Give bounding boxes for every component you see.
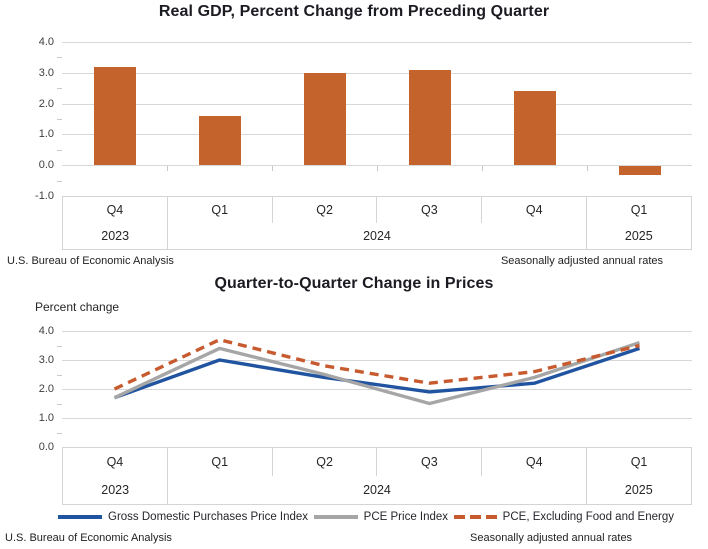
- gdp-bar-2: [198, 115, 241, 166]
- x-tick-label: Q1: [586, 448, 691, 476]
- y-tick-label: 1.0: [38, 128, 54, 141]
- gridline: [62, 134, 692, 136]
- price-lines-canvas: [113, 337, 641, 406]
- legend-dash: [485, 515, 497, 519]
- legend-item-pce-price-index: PCE Price Index: [313, 511, 449, 523]
- gross-domestic-purchases-price-index-swatch: [58, 515, 102, 519]
- prices-chart-title: Quarter-to-Quarter Change in Prices: [214, 275, 494, 292]
- quarter-row: Q4 Q1 Q2 Q3 Q4 Q1: [63, 448, 691, 476]
- year-label: 2023: [101, 483, 130, 497]
- gdp-bar-6: [618, 166, 661, 176]
- gdp-note-text: Seasonally adjusted annual rates: [500, 255, 663, 267]
- y-minor-tick: [57, 88, 62, 90]
- x-axis-tick: [272, 166, 273, 172]
- x-tick-label: Q4: [106, 455, 124, 469]
- legend-label: Gross Domestic Purchases Price Index: [108, 511, 309, 523]
- x-axis-tick: [482, 166, 483, 172]
- prices-note-text: Seasonally adjusted annual rates: [470, 532, 633, 544]
- gridline: [62, 42, 692, 43]
- prices-legend: Gross Domestic Purchases Price Index PCE …: [58, 511, 674, 523]
- y-tick-label: 3.0: [38, 354, 54, 366]
- gridline: [62, 418, 692, 419]
- year-row: 2023 2024 2025: [63, 476, 691, 504]
- x-axis-tick: [167, 166, 168, 172]
- legend-dash: [469, 515, 481, 519]
- gridline: [62, 72, 692, 74]
- prices-source-text: U.S. Bureau of Economic Analysis: [5, 532, 172, 544]
- prices-plot-area: 4.0 3.0 2.0 1.0 0.0: [39, 325, 692, 453]
- y-minor-tick: [57, 57, 62, 59]
- x-tick-label: Q4: [106, 203, 124, 217]
- legend-label: PCE, Excluding Food and Energy: [502, 511, 674, 523]
- x-tick-label: Q3: [376, 197, 481, 223]
- legend-label: PCE Price Index: [363, 511, 449, 523]
- x-tick-label: Q3: [376, 448, 481, 476]
- y-tick-label: 0.0: [38, 159, 54, 172]
- y-tick-label: 3.0: [38, 66, 54, 79]
- year-label: 2025: [585, 476, 691, 504]
- y-minor-tick: [57, 180, 62, 182]
- x-tick-label: Q4: [481, 448, 586, 476]
- year-label: 2024: [167, 476, 585, 504]
- y-minor-tick: [57, 432, 62, 434]
- year-row: 2023 2024 2025: [63, 223, 691, 249]
- y-tick-label: 0.0: [38, 441, 54, 453]
- price-line-pce-excluding-food-and-energy: [113, 337, 640, 391]
- prices-x-axis-table: Q4 Q1 Q2 Q3 Q4 Q1 2023 2024 2025: [62, 447, 692, 505]
- y-tick-label: 4.0: [38, 36, 54, 48]
- y-minor-tick: [57, 119, 62, 120]
- x-tick-label: Q4: [481, 197, 586, 223]
- gdp-bar-4: [408, 69, 451, 166]
- gridline: [62, 103, 692, 105]
- gridline: [62, 165, 692, 167]
- price-line-gross-domestic-purchases-price-index: [113, 346, 641, 400]
- gdp-bar-5: [513, 91, 556, 166]
- year-label: 2023: [101, 229, 130, 243]
- y-tick-label: 1.0: [38, 412, 54, 424]
- quarter-row: Q4 Q1 Q2 Q3 Q4 Q1: [63, 197, 691, 223]
- year-label: 2025: [585, 223, 691, 249]
- gdp-bar-3: [303, 72, 346, 166]
- gdp-x-axis-table: Q4 Q1 Q2 Q3 Q4 Q1 2023 2024 2025: [62, 196, 692, 250]
- y-tick-label: -1.0: [35, 190, 54, 202]
- year-label: 2024: [167, 223, 585, 249]
- x-tick-label: Q1: [166, 448, 272, 476]
- gridline: [62, 360, 692, 361]
- legend-dash: [453, 515, 465, 519]
- price-line-pce-price-index: [113, 340, 641, 406]
- legend-item-gross-domestic-purchases-price-index: Gross Domestic Purchases Price Index: [58, 511, 308, 523]
- gdp-source-text: U.S. Bureau of Economic Analysis: [7, 255, 174, 267]
- x-tick-label: Q1: [586, 197, 691, 223]
- gdp-chart-title: Real GDP, Percent Change from Preceding …: [158, 3, 550, 20]
- y-minor-tick: [57, 403, 62, 405]
- y-tick-label: 2.0: [38, 97, 54, 110]
- pce-price-index-swatch: [313, 515, 358, 519]
- y-tick-label: 4.0: [38, 325, 54, 337]
- legend-item-pce-excluding-food-and-energy: PCE, Excluding Food and Energy: [453, 511, 674, 523]
- pce-excluding-food-and-energy-swatch: [453, 515, 497, 519]
- x-tick-label: Q2: [271, 448, 377, 476]
- y-minor-tick: [57, 149, 62, 151]
- gdp-plot-area: 4.0 3.0 2.0 1.0 0.0 -1.0: [35, 36, 692, 202]
- y-minor-tick: [57, 345, 62, 347]
- x-axis-tick: [377, 166, 378, 172]
- x-tick-label: Q2: [271, 197, 377, 223]
- x-tick-label: Q1: [166, 197, 272, 223]
- gridline: [62, 331, 692, 332]
- y-minor-tick: [57, 374, 62, 376]
- gdp-bar-1: [93, 66, 136, 166]
- x-axis-tick: [587, 166, 588, 172]
- prices-y-axis-unit-label: Percent change: [35, 300, 120, 314]
- y-tick-label: 2.0: [38, 383, 54, 395]
